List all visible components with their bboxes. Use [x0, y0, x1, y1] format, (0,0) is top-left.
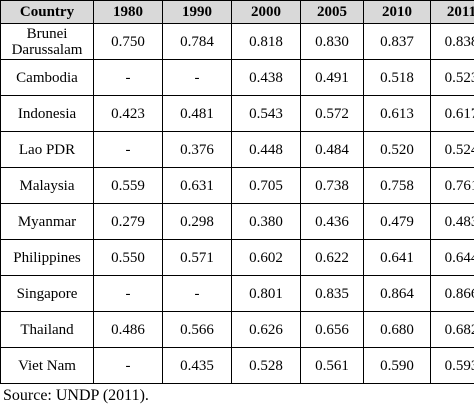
value-cell: 0.617: [430, 95, 474, 132]
value-cell: 0.566: [162, 311, 232, 348]
value-cell: -: [162, 59, 232, 96]
value-cell: 0.423: [93, 95, 163, 132]
value-cell: 0.486: [93, 311, 163, 348]
value-cell: 0.864: [363, 275, 431, 312]
country-cell: Brunei Darussalam: [0, 23, 94, 60]
value-cell: 0.438: [231, 59, 301, 96]
value-cell: 0.738: [300, 167, 364, 204]
value-cell: 0.590: [363, 347, 431, 384]
value-cell: -: [93, 347, 163, 384]
value-cell: 0.572: [300, 95, 364, 132]
value-cell: 0.481: [162, 95, 232, 132]
column-header-2005: 2005: [300, 0, 364, 24]
country-cell: Thailand: [0, 311, 94, 348]
value-cell: 0.641: [363, 239, 431, 276]
value-cell: 0.801: [231, 275, 301, 312]
value-cell: 0.613: [363, 95, 431, 132]
value-cell: 0.524: [430, 131, 474, 168]
value-cell: 0.758: [363, 167, 431, 204]
value-cell: 0.761: [430, 167, 474, 204]
value-cell: 0.602: [231, 239, 301, 276]
table-row: Brunei Darussalam 0.750 0.784 0.818 0.830 0.8…: [0, 23, 474, 60]
value-cell: 0.376: [162, 131, 232, 168]
value-cell: 0.518: [363, 59, 431, 96]
value-cell: 0.520: [363, 131, 431, 168]
column-header-2000: 2000: [231, 0, 301, 24]
source-note: Source: UNDP (2011).: [3, 387, 149, 404]
country-cell: Myanmar: [0, 203, 94, 240]
value-cell: 0.830: [300, 23, 364, 60]
value-cell: 0.837: [363, 23, 431, 60]
country-cell: Singapore: [0, 275, 94, 312]
value-cell: 0.631: [162, 167, 232, 204]
value-cell: 0.559: [93, 167, 163, 204]
value-cell: 0.593: [430, 347, 474, 384]
column-header-1990: 1990: [162, 0, 232, 24]
value-cell: 0.523: [430, 59, 474, 96]
value-cell: 0.561: [300, 347, 364, 384]
value-cell: 0.644: [430, 239, 474, 276]
value-cell: 0.626: [231, 311, 301, 348]
value-cell: 0.682: [430, 311, 474, 348]
value-cell: 0.543: [231, 95, 301, 132]
hdi-table: Country 1980 1990 2000 2005 2010 2011 Br…: [0, 0, 474, 384]
value-cell: 0.656: [300, 311, 364, 348]
value-cell: 0.484: [300, 131, 364, 168]
value-cell: -: [162, 275, 232, 312]
value-cell: 0.479: [363, 203, 431, 240]
value-cell: 0.550: [93, 239, 163, 276]
country-cell: Lao PDR: [0, 131, 94, 168]
value-cell: 0.622: [300, 239, 364, 276]
value-cell: -: [93, 59, 163, 96]
value-cell: 0.784: [162, 23, 232, 60]
country-cell: Malaysia: [0, 167, 94, 204]
column-header-country: Country: [0, 0, 94, 24]
value-cell: 0.435: [162, 347, 232, 384]
value-cell: 0.818: [231, 23, 301, 60]
column-header-1980: 1980: [93, 0, 163, 24]
value-cell: 0.705: [231, 167, 301, 204]
value-cell: 0.436: [300, 203, 364, 240]
value-cell: -: [93, 275, 163, 312]
column-header-2010: 2010: [363, 0, 431, 24]
value-cell: 0.279: [93, 203, 163, 240]
value-cell: 0.528: [231, 347, 301, 384]
value-cell: 0.483: [430, 203, 474, 240]
value-cell: -: [93, 131, 163, 168]
value-cell: 0.448: [231, 131, 301, 168]
table-row: Philippines 0.550 0.571 0.602 0.622 0.641 0.64…: [0, 239, 474, 276]
country-cell: Indonesia: [0, 95, 94, 132]
country-cell: Philippines: [0, 239, 94, 276]
column-header-2011: 2011: [430, 0, 474, 24]
value-cell: 0.380: [231, 203, 301, 240]
value-cell: 0.750: [93, 23, 163, 60]
value-cell: 0.838: [430, 23, 474, 60]
value-cell: 0.298: [162, 203, 232, 240]
country-cell: Cambodia: [0, 59, 94, 96]
value-cell: 0.680: [363, 311, 431, 348]
table-body: Brunei Darussalam 0.750 0.784 0.818 0.830 0.8…: [0, 23, 474, 384]
value-cell: 0.491: [300, 59, 364, 96]
value-cell: 0.866: [430, 275, 474, 312]
country-cell: Viet Nam: [0, 347, 94, 384]
value-cell: 0.571: [162, 239, 232, 276]
value-cell: 0.835: [300, 275, 364, 312]
table-header-row: Country 1980 1990 2000 2005 2010 2011: [0, 0, 474, 24]
